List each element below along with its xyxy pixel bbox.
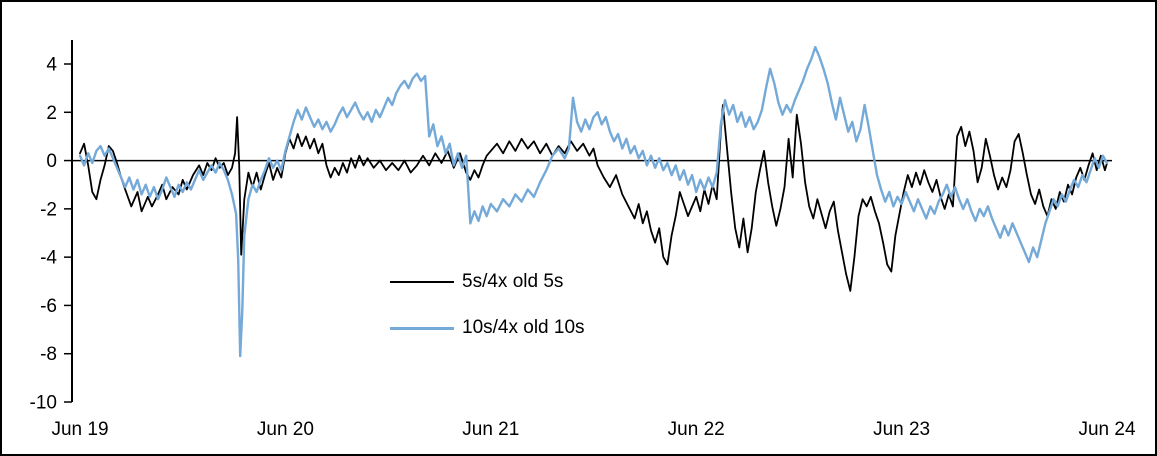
legend-item-5s: 5s/4x old 5s — [390, 270, 585, 294]
legend-label-10s: 10s/4x old 10s — [462, 317, 585, 338]
x-tick-label: Jun 23 — [873, 419, 930, 440]
legend-line-swatch — [390, 281, 454, 283]
series-line-0 — [79, 104, 1108, 292]
legend-line-swatch — [390, 326, 454, 330]
x-tick-label: Jun 22 — [668, 419, 725, 440]
legend-item-10s: 10s/4x old 10s — [390, 316, 585, 340]
x-tick-label: Jun 19 — [51, 419, 108, 440]
y-tick-label: -2 — [40, 199, 57, 220]
x-tick-label: Jun 20 — [257, 419, 314, 440]
y-tick-label: -8 — [40, 344, 57, 365]
y-tick-label: -6 — [40, 296, 57, 317]
y-tick-label: 2 — [46, 103, 57, 124]
y-tick-label: -4 — [40, 248, 57, 269]
y-tick-label: -10 — [30, 393, 57, 414]
y-tick-label: 0 — [46, 151, 57, 172]
y-tick-label: 4 — [46, 55, 57, 76]
chart-legend: 5s/4x old 5s 10s/4x old 10s — [390, 270, 585, 362]
legend-label-5s: 5s/4x old 5s — [462, 271, 564, 292]
x-tick-label: Jun 24 — [1078, 419, 1135, 440]
x-tick-label: Jun 21 — [462, 419, 519, 440]
series-line-1 — [78, 45, 1109, 358]
